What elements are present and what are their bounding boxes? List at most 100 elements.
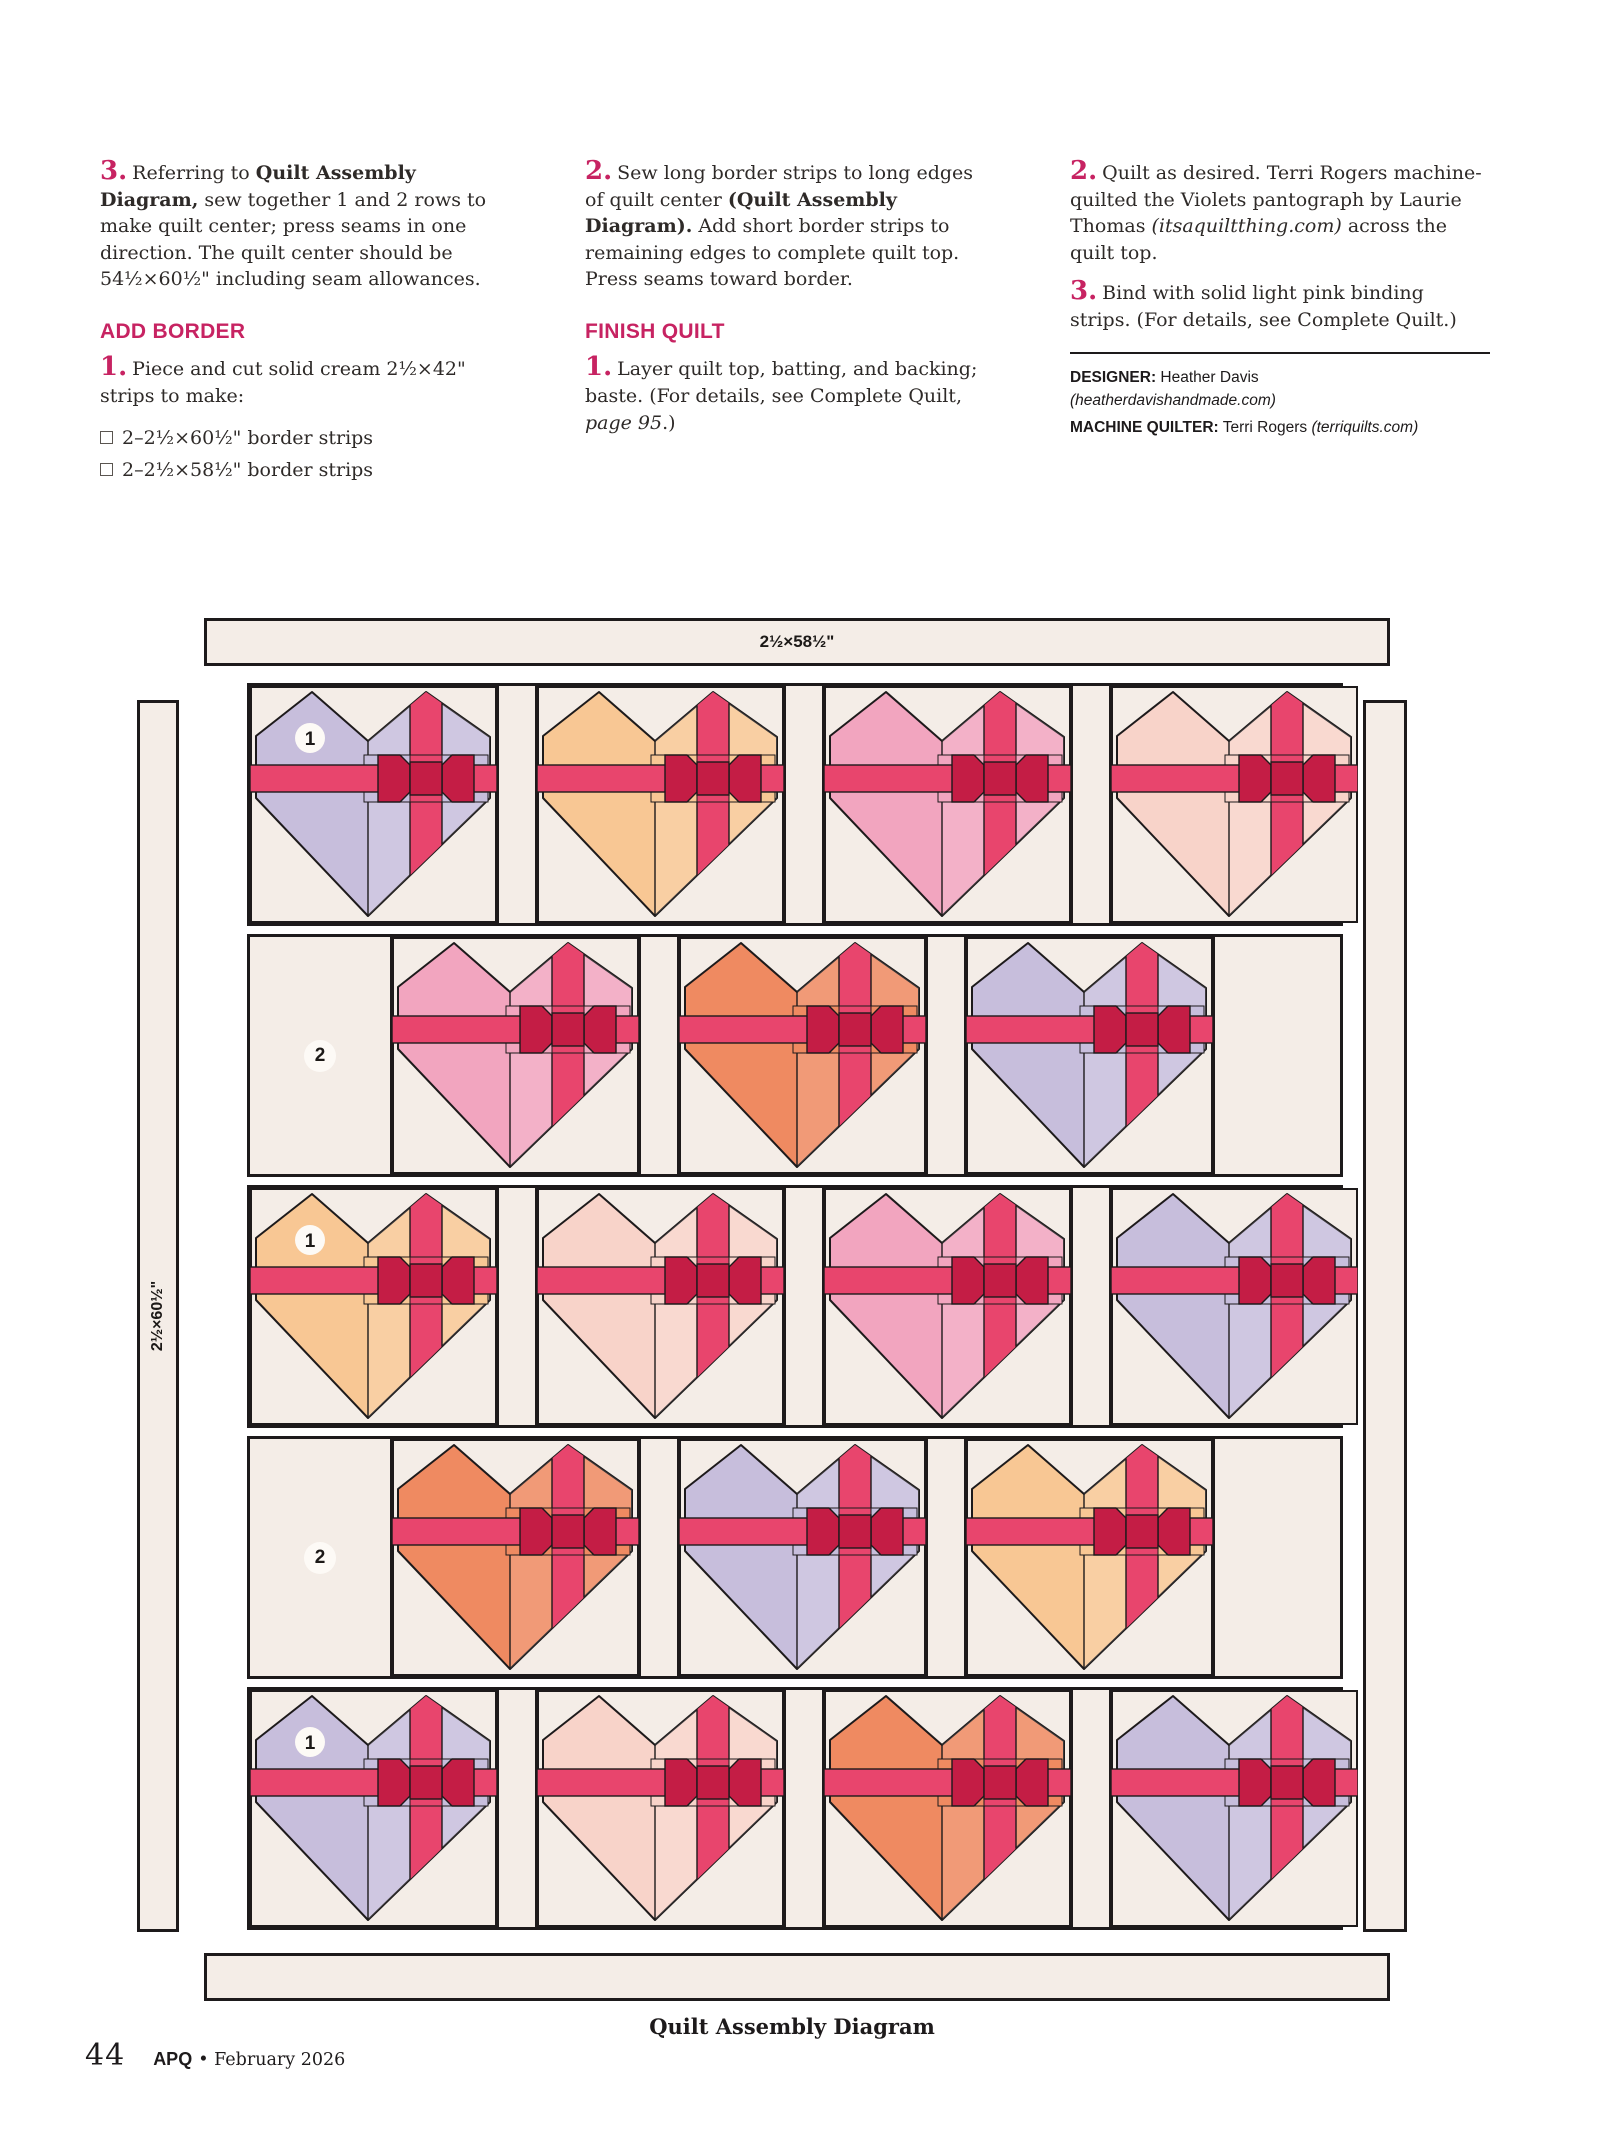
heart-block-pink <box>392 937 639 1174</box>
border-strip-top: 2½×58½" <box>204 618 1390 666</box>
sashing-strip <box>784 686 824 923</box>
svg-text:1: 1 <box>305 1231 316 1252</box>
row-label-circle <box>295 1727 325 1757</box>
heart-block-svg <box>392 937 639 1174</box>
sashing-strip <box>784 1690 824 1927</box>
heart-block-pink <box>824 686 1071 923</box>
quilt-assembly-diagram: 2½×58½" 2½×60½" 1 <box>137 618 1447 2058</box>
credit-line: MACHINE QUILTER: Terri Rogers (terriquil… <box>1070 419 1419 437</box>
section-heading: FINISH QUILT <box>585 319 725 343</box>
heart-block-peach <box>966 1439 1213 1676</box>
heart-block-lavender: 1 <box>250 686 497 923</box>
instruction-column-1: 3. Referring to Quilt Assembly Diagram, s… <box>100 158 495 486</box>
heart-block-svg <box>537 686 784 923</box>
border-strip-bottom <box>204 1953 1390 2001</box>
heart-block-svg <box>824 686 1071 923</box>
sashing-strip <box>497 686 537 923</box>
heart-block-lavender: 1 <box>250 1690 497 1927</box>
checkbox-icon <box>100 430 113 444</box>
step-number: 3. <box>1070 276 1098 307</box>
row-label-circle <box>295 1225 325 1255</box>
quilt-row-4: 2 <box>247 1436 1343 1679</box>
sashing-strip <box>926 937 966 1174</box>
row-label: 2 <box>304 1541 336 1574</box>
quilt-row-2: 2 <box>247 934 1343 1177</box>
row-label-circle <box>295 723 325 753</box>
heart-block-lavender <box>679 1439 926 1676</box>
credit-line: DESIGNER: Heather Davis (heatherdavishand… <box>1070 368 1276 409</box>
cutting-list-item: 2–2½×58½" border strips <box>100 454 495 486</box>
diagram-caption: Quilt Assembly Diagram <box>649 2014 935 2039</box>
heart-block-svg <box>537 1690 784 1927</box>
heart-block-svg <box>392 1439 639 1676</box>
row-spacer-left: 2 <box>250 1439 392 1676</box>
row-label: 2 <box>304 1039 336 1072</box>
row-spacer-right <box>1213 1439 1340 1676</box>
sashing-strip <box>639 1439 679 1676</box>
heart-block-svg <box>537 1188 784 1425</box>
sashing-strip <box>926 1439 966 1676</box>
heart-block-svg <box>1111 1690 1358 1927</box>
instruction-column-3: 2. Quilt as desired. Terri Rogers machine… <box>1070 158 1490 486</box>
heart-block-orange <box>824 1690 1071 1927</box>
sashing-strip <box>1071 1690 1111 1927</box>
page-footer: 44 APQ • February 2026 <box>85 2038 345 2073</box>
heart-block-blush <box>537 1188 784 1425</box>
heart-block-lavender <box>1111 1690 1358 1927</box>
step-number: 2. <box>585 156 613 186</box>
svg-text:1: 1 <box>305 729 316 750</box>
cutting-list-item: 2–2½×60½" border strips <box>100 422 495 454</box>
instruction-step: 1. Layer quilt top, batting, and backing;… <box>585 352 978 434</box>
instruction-step: 2. Sew long border strips to long edges o… <box>585 156 974 291</box>
instruction-step: 1. Piece and cut solid cream 2½×42" strip… <box>100 352 466 407</box>
top-border-label: 2½×58½" <box>759 632 835 651</box>
heart-block-peach: 1 <box>250 1188 497 1425</box>
step-number: 3. <box>100 156 128 186</box>
heart-block-svg <box>679 937 926 1174</box>
heart-block-svg <box>824 1188 1071 1425</box>
instruction-step: 3. Bind with solid light pink binding str… <box>1070 276 1457 331</box>
sashing-strip <box>497 1690 537 1927</box>
heart-block-svg <box>679 1439 926 1676</box>
heart-block-lavender <box>966 937 1213 1174</box>
heart-block-svg <box>824 1690 1071 1927</box>
credits: DESIGNER: Heather Davis (heatherdavishand… <box>1070 366 1490 440</box>
instruction-column-2: 2. Sew long border strips to long edges o… <box>585 158 980 486</box>
heart-block-svg <box>1111 1188 1358 1425</box>
section-heading: ADD BORDER <box>100 319 246 343</box>
left-border-label: 2½×60½" <box>149 1280 166 1352</box>
svg-text:1: 1 <box>305 1733 316 1754</box>
sashing-strip <box>1071 1188 1111 1425</box>
heart-block-lavender <box>1111 1188 1358 1425</box>
sashing-strip <box>639 937 679 1174</box>
heart-block-svg <box>966 1439 1213 1676</box>
step-number: 2. <box>1070 156 1098 186</box>
divider-rule <box>1070 351 1490 354</box>
quilt-row-5: 1 <box>247 1687 1358 1930</box>
heart-block-svg <box>1111 686 1358 923</box>
instruction-step: 3. Referring to Quilt Assembly Diagram, s… <box>100 156 487 291</box>
row-spacer-right <box>1213 937 1340 1174</box>
heart-block-orange <box>392 1439 639 1676</box>
quilt-row-1: 1 <box>247 683 1358 926</box>
row-spacer-left: 2 <box>250 937 392 1174</box>
quilt-row-3: 1 <box>247 1185 1358 1428</box>
instruction-step: 2. Quilt as desired. Terri Rogers machine… <box>1070 156 1482 264</box>
sashing-strip <box>497 1188 537 1425</box>
heart-block-orange <box>679 937 926 1174</box>
heart-block-pink <box>824 1188 1071 1425</box>
heart-block-peach <box>537 686 784 923</box>
magazine-name: APQ <box>153 2049 193 2069</box>
instructions-columns: 3. Referring to Quilt Assembly Diagram, s… <box>100 158 1490 486</box>
step-number: 1. <box>100 352 128 383</box>
issue-date: • February 2026 <box>198 2050 346 2070</box>
border-strip-left: 2½×60½" <box>137 700 179 1932</box>
sashing-strip <box>784 1188 824 1425</box>
heart-block-svg: 1 <box>250 1188 497 1425</box>
heart-block-svg: 1 <box>250 686 497 923</box>
sashing-strip <box>1071 686 1111 923</box>
checkbox-icon <box>100 462 113 476</box>
step-number: 1. <box>585 352 613 383</box>
quilt-rows: 1 2 <box>247 683 1358 1938</box>
